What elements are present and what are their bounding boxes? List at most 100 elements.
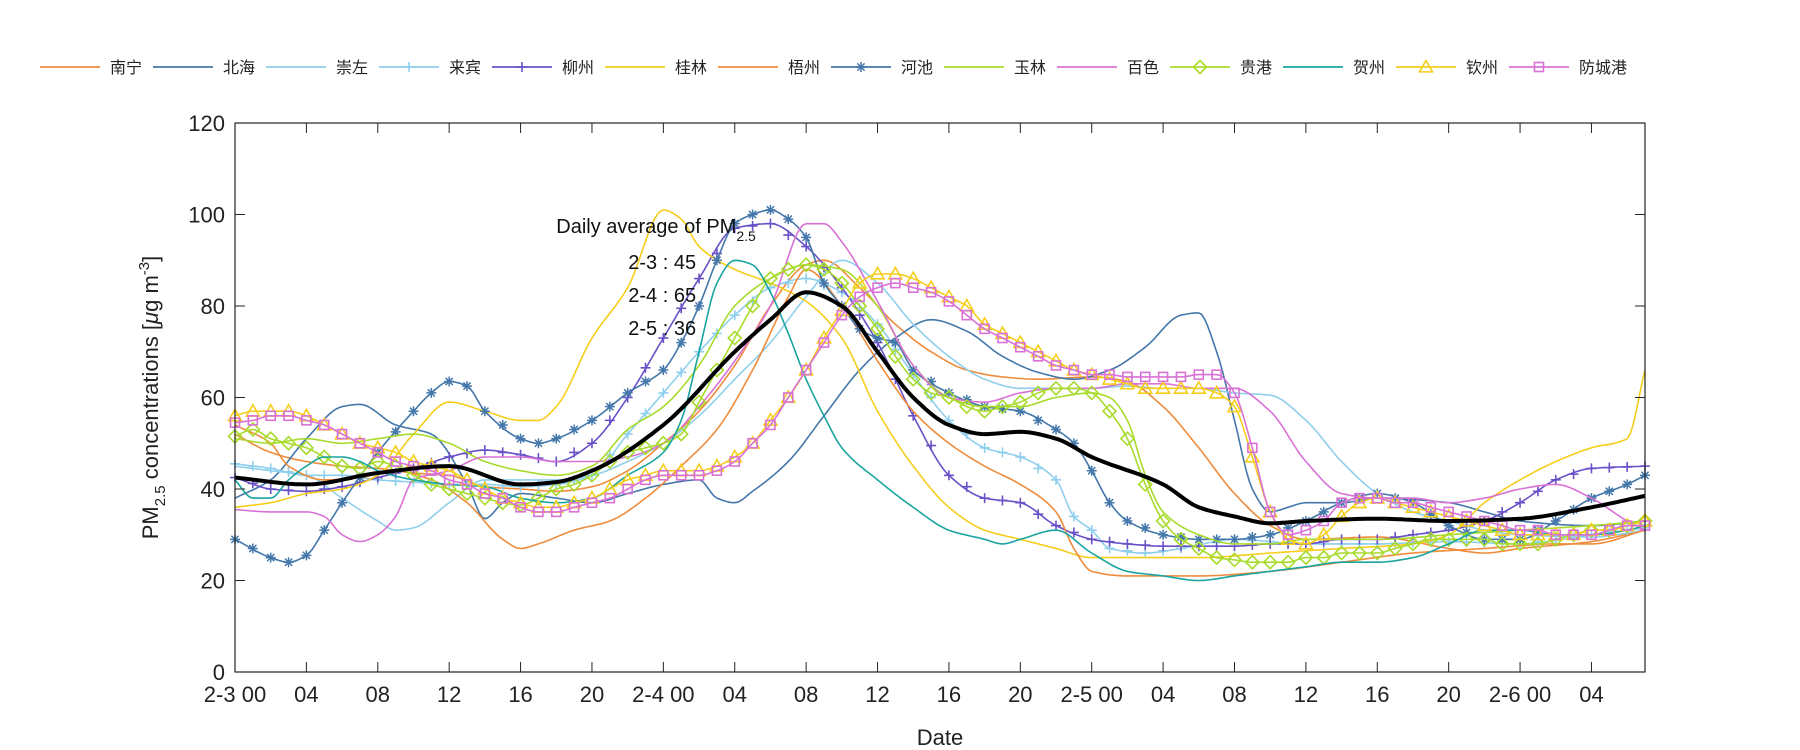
series-marker (1175, 532, 1186, 543)
series-marker (604, 492, 616, 504)
legend-label: 百色 (1127, 59, 1159, 77)
series-marker (548, 481, 564, 497)
series-marker (1137, 380, 1154, 395)
legend-item-2: 北海 (153, 59, 255, 77)
series-marker (1012, 394, 1028, 410)
series-marker (443, 474, 455, 486)
series-marker (997, 447, 1008, 458)
series-marker (676, 337, 687, 348)
series-marker (1051, 520, 1062, 531)
legend-item-13: 钦州 (1396, 58, 1498, 77)
series-marker (1211, 369, 1222, 380)
series-marker (1209, 549, 1225, 566)
series-marker (979, 493, 990, 504)
series-marker (640, 408, 651, 419)
series-marker (1175, 371, 1187, 383)
series-marker (515, 433, 526, 444)
series-marker (1443, 520, 1454, 531)
series-marker (818, 337, 830, 348)
x-axis-label: Date (917, 725, 963, 750)
series-marker (530, 490, 547, 506)
series-marker (783, 278, 794, 289)
legend-marker (1192, 59, 1208, 75)
x-tick-label: 04 (1579, 682, 1603, 707)
series-marker (319, 525, 330, 536)
series-marker (640, 362, 651, 373)
series-marker (1122, 516, 1133, 527)
series-marker (729, 310, 740, 321)
series-marker (1030, 385, 1046, 401)
series-marker (994, 399, 1011, 415)
x-tick-label: 2-5 00 (1061, 682, 1123, 707)
series-marker (1244, 554, 1260, 570)
series-marker (1621, 520, 1633, 531)
series-marker (729, 456, 741, 467)
series-marker (997, 403, 1008, 414)
series-marker (533, 506, 544, 518)
series-marker (622, 429, 633, 440)
series-marker (1104, 369, 1115, 380)
series-8 (230, 204, 1650, 568)
y-label-sup: -3 (136, 262, 153, 275)
series-marker (1068, 364, 1080, 376)
legend-marker (517, 62, 527, 72)
series-marker (283, 485, 294, 496)
y-label-mu: μ (138, 312, 163, 325)
series-marker (1265, 529, 1276, 540)
x-tick-label: 12 (437, 682, 461, 707)
series-marker (1315, 526, 1332, 541)
series-marker (1405, 536, 1421, 552)
series-marker (316, 449, 332, 465)
series-marker (280, 435, 297, 451)
series-marker (711, 255, 722, 266)
series-marker (834, 275, 850, 291)
y-tick-label: 120 (188, 111, 225, 136)
x-tick-label: 2-6 00 (1489, 682, 1551, 707)
series-marker (1371, 492, 1383, 504)
series-marker (1050, 360, 1062, 371)
series-marker (1247, 442, 1258, 454)
series-marker (976, 403, 993, 419)
series-marker (926, 440, 937, 451)
series-line (234, 282, 1645, 536)
x-tick-label: 16 (1365, 682, 1389, 707)
series-marker (265, 484, 276, 494)
series-marker (444, 451, 455, 462)
y-label-sub: 2.5 (152, 485, 169, 506)
series-marker (1086, 525, 1097, 536)
series-marker (283, 466, 294, 477)
series-marker (747, 209, 758, 220)
plot-background (235, 123, 1645, 672)
legend-item-5: 柳州 (492, 59, 594, 77)
x-tick-label: 16 (508, 682, 532, 707)
series-marker (462, 381, 473, 392)
series-line (234, 263, 1646, 545)
series-marker (390, 426, 401, 437)
x-tick-label: 12 (865, 682, 889, 707)
series-marker (1155, 380, 1171, 395)
x-tick-label: 20 (580, 682, 604, 707)
series-marker (265, 552, 276, 563)
y-label-close: ] (138, 256, 163, 262)
series-marker (869, 265, 886, 280)
daily-average-annotation: Daily average of PM2.5 2-3 : 45 2-4 : 65… (556, 216, 756, 340)
series-marker (283, 557, 294, 568)
series-marker (925, 286, 937, 298)
series-marker (1032, 351, 1044, 362)
series-marker (851, 275, 868, 289)
series-marker (247, 415, 259, 426)
series-marker (479, 445, 490, 456)
series-marker (1264, 506, 1276, 518)
series-marker (1157, 371, 1169, 383)
series-marker (497, 492, 509, 504)
series-marker (997, 332, 1008, 344)
legend-item-14: 防城港 (1509, 59, 1627, 77)
series-marker (551, 433, 562, 444)
series-marker (604, 415, 615, 426)
series-marker (245, 421, 261, 438)
series-marker (1622, 461, 1633, 472)
legend-label: 防城港 (1579, 59, 1627, 77)
legend-item-7: 梧州 (718, 59, 820, 77)
series-marker (655, 435, 671, 451)
series-marker (1158, 541, 1169, 552)
